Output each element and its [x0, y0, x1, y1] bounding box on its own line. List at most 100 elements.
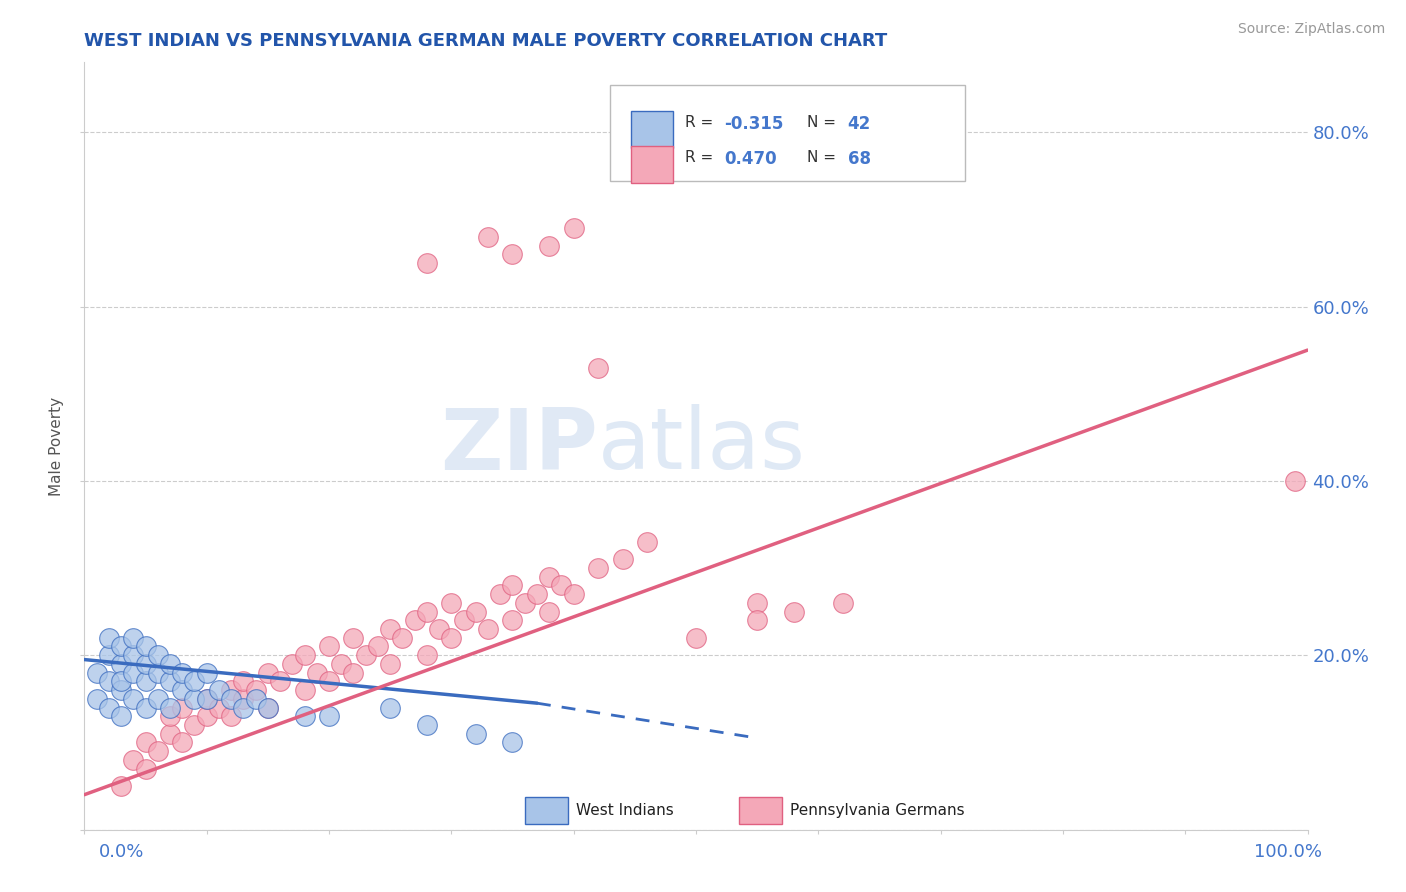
Point — [477, 229, 499, 244]
Text: ZIP: ZIP — [440, 404, 598, 488]
Point — [294, 648, 316, 663]
Point — [783, 605, 806, 619]
Point — [281, 657, 304, 671]
Point — [636, 534, 658, 549]
Point — [195, 665, 218, 680]
Text: 0.470: 0.470 — [724, 150, 776, 168]
Point — [612, 552, 634, 566]
Text: N =: N = — [807, 150, 841, 165]
Point — [159, 709, 181, 723]
Point — [110, 709, 132, 723]
FancyBboxPatch shape — [738, 797, 782, 824]
Point — [416, 718, 439, 732]
Point — [97, 648, 120, 663]
Point — [464, 726, 486, 740]
Point — [586, 360, 609, 375]
Point — [122, 631, 145, 645]
Y-axis label: Male Poverty: Male Poverty — [49, 396, 65, 496]
Point — [380, 657, 402, 671]
FancyBboxPatch shape — [631, 146, 672, 183]
Point — [305, 665, 328, 680]
Point — [685, 631, 707, 645]
Point — [831, 596, 853, 610]
Point — [159, 700, 181, 714]
Point — [195, 691, 218, 706]
Point — [257, 700, 280, 714]
Point — [380, 700, 402, 714]
Point — [502, 735, 524, 749]
Text: 0.0%: 0.0% — [98, 843, 143, 861]
Text: R =: R = — [685, 114, 718, 129]
Point — [380, 622, 402, 636]
Text: Source: ZipAtlas.com: Source: ZipAtlas.com — [1237, 22, 1385, 37]
Point — [159, 726, 181, 740]
Point — [183, 674, 205, 689]
Point — [135, 735, 157, 749]
Point — [502, 613, 524, 627]
Point — [538, 605, 561, 619]
Text: 100.0%: 100.0% — [1254, 843, 1322, 861]
Point — [110, 779, 132, 793]
Point — [538, 570, 561, 584]
Point — [208, 700, 231, 714]
FancyBboxPatch shape — [610, 86, 965, 181]
Point — [135, 762, 157, 776]
Point — [122, 648, 145, 663]
Point — [219, 683, 242, 698]
Point — [318, 709, 340, 723]
Point — [172, 665, 194, 680]
Point — [97, 700, 120, 714]
Point — [122, 691, 145, 706]
Point — [110, 674, 132, 689]
Point — [477, 622, 499, 636]
Point — [318, 640, 340, 654]
Point — [330, 657, 353, 671]
Point — [440, 596, 463, 610]
Point — [526, 587, 548, 601]
Point — [586, 561, 609, 575]
Point — [562, 221, 585, 235]
Point — [172, 735, 194, 749]
FancyBboxPatch shape — [631, 111, 672, 147]
Point — [172, 683, 194, 698]
Point — [245, 691, 267, 706]
Point — [195, 691, 218, 706]
Point — [453, 613, 475, 627]
Point — [146, 665, 169, 680]
Point — [208, 683, 231, 698]
Point — [318, 674, 340, 689]
Point — [159, 674, 181, 689]
Point — [747, 613, 769, 627]
Point — [219, 691, 242, 706]
Text: R =: R = — [685, 150, 718, 165]
Point — [1284, 474, 1306, 488]
Point — [172, 700, 194, 714]
Point — [135, 674, 157, 689]
Point — [294, 683, 316, 698]
Point — [440, 631, 463, 645]
Text: 68: 68 — [848, 150, 870, 168]
Point — [404, 613, 426, 627]
Point — [195, 709, 218, 723]
Point — [97, 631, 120, 645]
Point — [294, 709, 316, 723]
Point — [257, 700, 280, 714]
Point — [159, 657, 181, 671]
Point — [86, 691, 108, 706]
Point — [367, 640, 389, 654]
Point — [110, 640, 132, 654]
Point — [183, 718, 205, 732]
Point — [183, 691, 205, 706]
Point — [122, 665, 145, 680]
Text: Pennsylvania Germans: Pennsylvania Germans — [790, 803, 965, 818]
Point — [391, 631, 413, 645]
Point — [146, 691, 169, 706]
FancyBboxPatch shape — [524, 797, 568, 824]
Text: West Indians: West Indians — [576, 803, 673, 818]
Point — [135, 657, 157, 671]
Point — [427, 622, 450, 636]
Text: atlas: atlas — [598, 404, 806, 488]
Point — [269, 674, 291, 689]
Point — [146, 648, 169, 663]
Point — [342, 631, 364, 645]
